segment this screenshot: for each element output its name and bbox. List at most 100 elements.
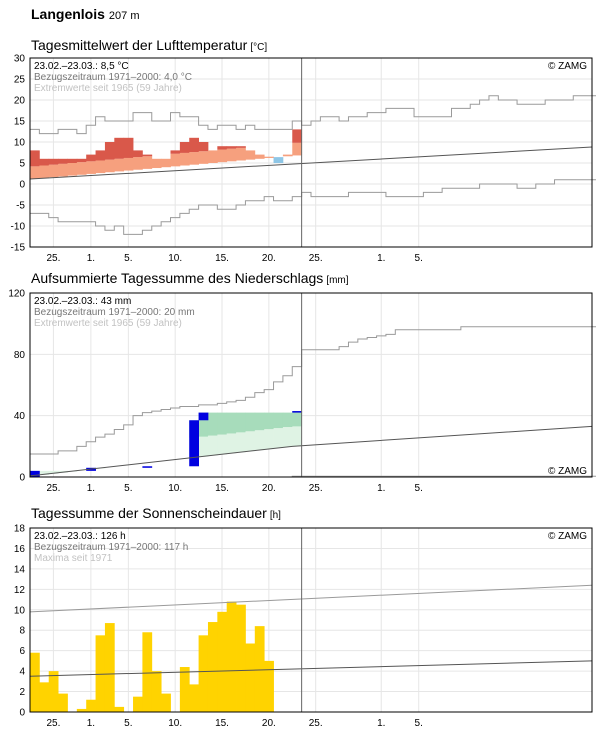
precipitation-fill-dark	[198, 412, 209, 437]
temperature-xtick-label: 1.	[87, 253, 95, 264]
temperature-above-bar	[58, 158, 68, 164]
temperature-above-bar	[114, 137, 125, 159]
temperature-above-bar	[39, 158, 50, 166]
precipitation-fill-dark	[292, 411, 303, 427]
temperature-xtick-label: 1.	[377, 253, 385, 264]
temperature-mean-bar	[58, 163, 68, 177]
temperature-mean-bar	[95, 160, 106, 174]
sunshine-bar	[189, 684, 199, 712]
temperature-xtick-label: 5.	[124, 253, 132, 264]
temperature-above-bar	[170, 150, 181, 154]
temperature-info-line: Extremwerte seit 1965 (59 Jahre)	[34, 83, 182, 94]
sunshine-ytick-label: 12	[14, 585, 26, 596]
precipitation-ytick-label: 40	[14, 411, 26, 422]
sunshine-xtick-label: 1.	[87, 718, 95, 729]
temperature-ytick-label: 10	[14, 138, 26, 149]
temperature-above-bar	[236, 146, 246, 148]
temperature-above-bar	[217, 146, 228, 150]
sunshine-bar	[226, 601, 237, 712]
temperature-unit: [°C]	[250, 42, 268, 53]
sunshine-bar	[207, 622, 218, 712]
sunshine-bar	[95, 635, 106, 712]
temperature-mean-bar	[86, 161, 96, 174]
sunshine-bar	[245, 643, 256, 712]
sunshine-bar	[104, 623, 115, 712]
sunshine-bar	[114, 706, 125, 712]
temperature-mean-bar	[254, 154, 265, 159]
temperature-copyright: © ZAMG	[548, 61, 587, 72]
precipitation-daily-bar	[189, 420, 199, 467]
sunshine-normal-line	[29, 660, 593, 677]
sunshine-bar	[151, 671, 162, 712]
temperature-xtick-label: 20.	[262, 253, 276, 264]
sunshine-bar	[86, 699, 96, 712]
temperature-ytick-label: 15	[14, 117, 26, 128]
temperature-mean-bar	[226, 148, 237, 162]
precipitation-xtick-label: 10.	[168, 483, 182, 494]
precipitation-fill-dark	[207, 412, 218, 436]
precipitation-fill-light	[264, 429, 274, 450]
temperature-mean-bar	[217, 149, 228, 163]
temperature-mean-bar	[67, 163, 78, 176]
temperature-mean-bar	[282, 154, 293, 157]
precipitation-xtick-label: 1.	[377, 483, 385, 494]
precipitation-fill-dark	[282, 412, 293, 428]
precipitation-fill-dark	[226, 412, 237, 434]
sunshine-ytick-label: 0	[19, 708, 25, 719]
temperature-mean-bar	[198, 151, 209, 164]
temperature-above-bar	[179, 142, 190, 153]
temperature-normal-line	[29, 146, 593, 180]
temperature-info-line: Bezugszeitraum 1971–2000: 4,0 °C	[34, 72, 192, 83]
temperature-ytick-label: 25	[14, 75, 26, 86]
sunshine-bar	[179, 667, 190, 712]
sunshine-ytick-label: 4	[19, 667, 25, 678]
temperature-ytick-label: -15	[11, 243, 26, 254]
sunshine-xtick-label: 25.	[46, 718, 60, 729]
precipitation-fill-light	[207, 435, 218, 456]
precipitation-fill-dark	[273, 412, 284, 429]
precipitation-fill-light	[226, 433, 237, 454]
temperature-mean-bar	[133, 157, 143, 170]
precipitation-max-extreme-line	[30, 326, 596, 455]
precipitation-fill-light	[245, 431, 256, 452]
temperature-mean-bar	[264, 156, 274, 158]
temperature-min-extreme-line	[30, 179, 596, 235]
temperature-mean-bar	[170, 153, 181, 167]
precipitation-daily-bar	[142, 466, 153, 468]
temperature-info-line: 23.02.–23.03.: 8,5 °C	[34, 61, 129, 72]
sunshine-bar	[142, 632, 153, 712]
temperature-mean-bar	[151, 158, 162, 169]
sunshine-xtick-label: 25.	[309, 718, 323, 729]
precipitation-fill-dark	[245, 412, 256, 432]
precipitation-info-line: Extremwerte seit 1965 (59 Jahre)	[34, 318, 182, 329]
sunshine-info-line: 23.02.–23.03.: 126 h	[34, 531, 126, 542]
sunshine-bar	[133, 696, 143, 712]
temperature-xtick-label: 10.	[168, 253, 182, 264]
sunshine-info-line: Maxima seit 1971	[34, 553, 113, 564]
precipitation-copyright: © ZAMG	[548, 466, 587, 477]
temperature-above-bar	[95, 150, 106, 161]
temperature-mean-bar	[114, 158, 125, 172]
sunshine-max-line	[29, 584, 593, 613]
precipitation-xtick-label: 1.	[87, 483, 95, 494]
precipitation-xtick-label: 25.	[46, 483, 60, 494]
precipitation-fill-light	[39, 470, 50, 475]
temperature-panel: -15 -10 -5 0 5 10 15 20 25 30 25. 1. 5. 10. 15. 20. 25. 1…	[11, 54, 596, 264]
precipitation-daily-bar	[30, 470, 40, 477]
temperature-above-bar	[292, 129, 303, 143]
sunshine-xtick-label: 20.	[262, 718, 276, 729]
temperature-ytick-label: 0	[19, 180, 25, 191]
sunshine-bar	[254, 626, 265, 712]
precipitation-fill-dark	[217, 412, 228, 435]
temperature-mean-bar	[76, 162, 87, 175]
sunshine-chart-title: Tagessumme der Sonnenscheindauer [h]	[31, 505, 281, 521]
sunshine-ytick-label: 10	[14, 605, 26, 616]
precipitation-fill-light	[198, 436, 209, 457]
sunshine-ytick-label: 18	[14, 524, 26, 535]
precipitation-xtick-label: 5.	[124, 483, 132, 494]
station-name: Langenlois	[31, 6, 105, 22]
temperature-below-bar	[273, 157, 284, 163]
temperature-above-bar	[123, 137, 134, 158]
precipitation-ytick-label: 80	[14, 350, 26, 361]
precipitation-info-line: 23.02.–23.03.: 43 mm	[34, 296, 131, 307]
